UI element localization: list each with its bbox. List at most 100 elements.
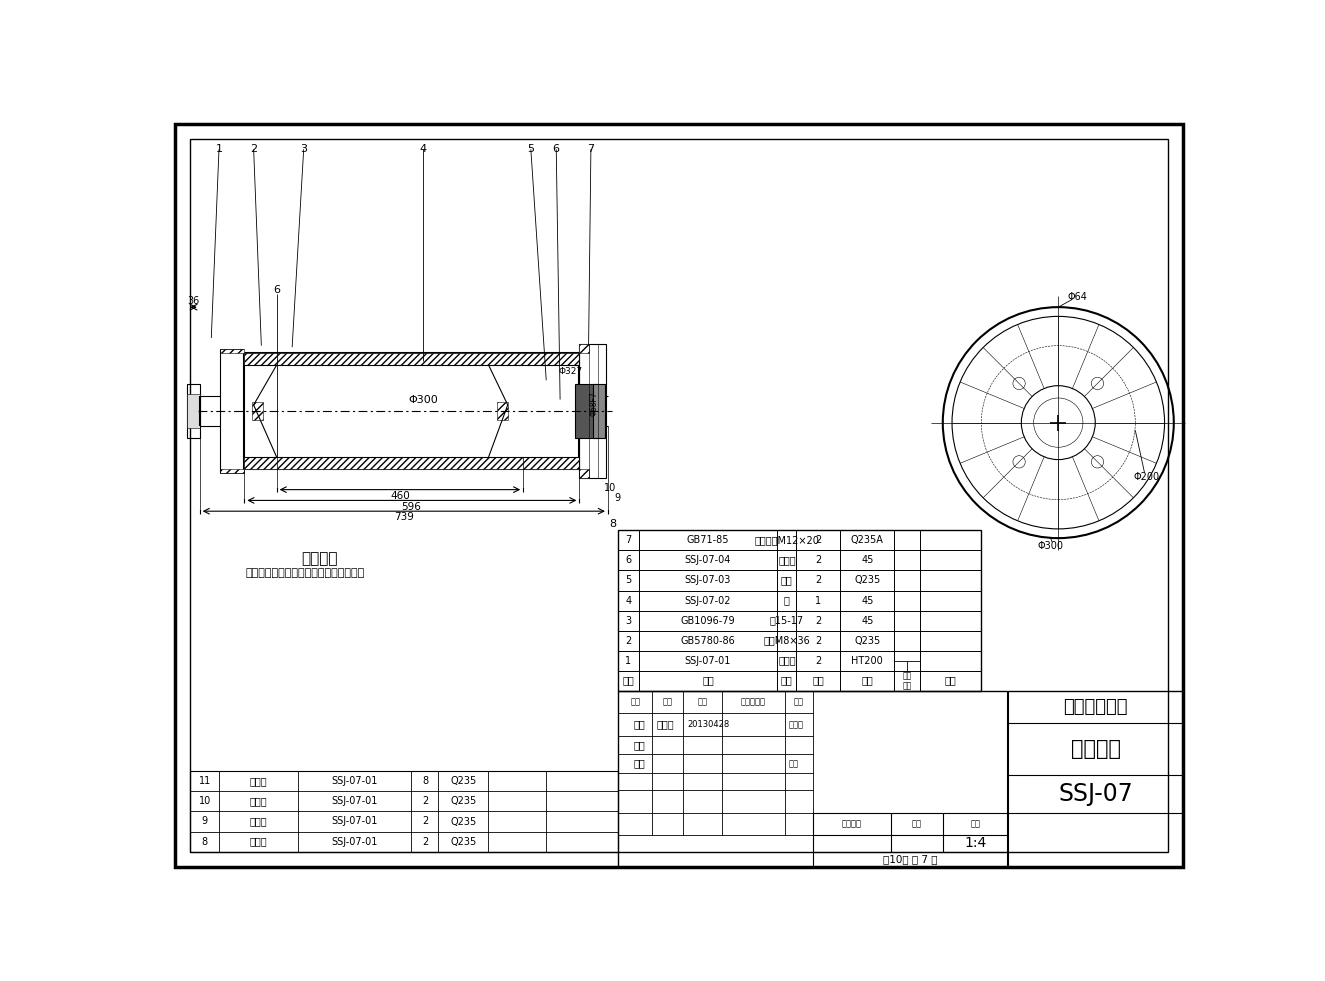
Bar (617, 531, 982, 691)
Text: 8: 8 (421, 776, 428, 787)
Text: Φ300: Φ300 (408, 394, 437, 404)
Text: 标准化: 标准化 (788, 720, 804, 729)
Text: Q235: Q235 (855, 636, 880, 645)
Text: HT200: HT200 (852, 655, 884, 665)
Circle shape (1012, 456, 1026, 468)
Text: 1: 1 (815, 595, 822, 605)
Text: 紧定螺钉M12×20: 紧定螺钉M12×20 (754, 536, 819, 545)
Text: 2: 2 (250, 144, 257, 154)
Text: 名称: 名称 (780, 676, 792, 686)
Text: 改向滚筒: 改向滚筒 (1071, 739, 1121, 758)
Text: SSJ-07-02: SSJ-07-02 (685, 595, 731, 605)
Bar (579, 344, 607, 478)
Text: Q235: Q235 (451, 776, 477, 787)
Text: Φ68F7: Φ68F7 (590, 391, 599, 416)
Text: Q235: Q235 (855, 576, 880, 586)
Circle shape (1012, 378, 1026, 389)
Bar (244, 353, 579, 365)
Text: 11: 11 (199, 776, 211, 787)
Text: 2: 2 (815, 536, 822, 545)
Text: 36: 36 (187, 296, 200, 306)
Text: 6: 6 (553, 144, 559, 154)
Text: 名称: 名称 (945, 676, 957, 686)
Text: 审核: 审核 (633, 740, 645, 749)
Bar (244, 457, 579, 469)
Text: 596: 596 (401, 501, 421, 511)
Text: 阶段标记: 阶段标记 (841, 819, 863, 828)
Text: 更改文件号: 更改文件号 (741, 697, 766, 706)
Text: 加强箋: 加强箋 (250, 776, 268, 787)
Text: 支撑板: 支撑板 (250, 797, 268, 806)
Text: GB5780-86: GB5780-86 (681, 636, 735, 645)
Text: 处数: 处数 (662, 697, 673, 706)
Text: 460: 460 (390, 490, 409, 500)
Text: 1: 1 (625, 655, 631, 665)
Text: 2: 2 (815, 636, 822, 645)
Text: 4: 4 (420, 144, 427, 154)
Bar (594, 385, 604, 439)
Bar (617, 691, 1183, 867)
Text: Φ200: Φ200 (1134, 472, 1159, 482)
Bar (187, 385, 200, 439)
Text: 锤15-17: 锤15-17 (770, 615, 804, 626)
Text: 设计: 设计 (633, 719, 645, 730)
Text: 2: 2 (421, 816, 428, 827)
Bar (220, 349, 244, 353)
Text: Q235: Q235 (451, 816, 477, 827)
Text: 代号: 代号 (702, 676, 714, 686)
Text: 2: 2 (815, 615, 822, 626)
Text: SSJ-07-04: SSJ-07-04 (685, 555, 731, 565)
Text: Q235A: Q235A (851, 536, 884, 545)
Text: 内通盖: 内通盖 (250, 816, 268, 827)
Text: 2: 2 (421, 837, 428, 847)
Bar (575, 385, 598, 439)
Circle shape (1092, 378, 1104, 389)
Text: 4: 4 (625, 595, 631, 605)
Text: 20130428: 20130428 (688, 720, 729, 729)
Text: 5: 5 (527, 144, 534, 154)
Text: SSJ-07-01: SSJ-07-01 (331, 797, 378, 806)
Text: SSJ-07-01: SSJ-07-01 (331, 776, 378, 787)
Text: 共10张 第 7 张: 共10张 第 7 张 (884, 854, 938, 864)
Text: 3: 3 (301, 144, 307, 154)
Bar (244, 353, 579, 469)
Text: 7: 7 (625, 536, 632, 545)
Bar (191, 771, 617, 852)
Circle shape (1092, 456, 1104, 468)
Text: 外通盖: 外通盖 (250, 837, 268, 847)
Text: Φ64: Φ64 (1068, 292, 1088, 302)
Text: 轴: 轴 (784, 595, 790, 605)
Text: 2: 2 (421, 797, 428, 806)
Circle shape (1022, 386, 1096, 460)
Text: 6: 6 (625, 555, 631, 565)
Text: 8: 8 (201, 837, 208, 847)
Text: 6: 6 (273, 285, 280, 295)
Text: 739: 739 (394, 512, 413, 522)
Text: 比例: 比例 (970, 819, 980, 828)
Text: 序号: 序号 (623, 676, 635, 686)
Text: SSJ-07-01: SSJ-07-01 (331, 816, 378, 827)
Text: SSJ-07-01: SSJ-07-01 (331, 837, 378, 847)
Text: 装配时在轴承前后及密封槽内加润滑油。: 装配时在轴承前后及密封槽内加润滑油。 (246, 568, 366, 578)
Text: 邓秀阳: 邓秀阳 (656, 719, 674, 730)
Bar (187, 394, 200, 428)
Text: 10: 10 (604, 483, 616, 493)
Text: 45: 45 (861, 555, 873, 565)
Text: 45: 45 (861, 595, 873, 605)
Bar (579, 344, 588, 353)
Text: 9: 9 (201, 816, 208, 827)
Text: SSJ-07-03: SSJ-07-03 (685, 576, 731, 586)
Bar (220, 469, 244, 473)
Text: 分区: 分区 (697, 697, 708, 706)
Text: 10: 10 (199, 797, 211, 806)
Text: 单件: 单件 (902, 671, 912, 680)
Text: 签名: 签名 (794, 697, 804, 706)
Text: 2: 2 (815, 655, 822, 665)
Text: 总计: 总计 (902, 681, 912, 690)
Text: 筒套: 筒套 (780, 576, 792, 586)
Text: 批准: 批准 (788, 759, 799, 768)
Text: 1: 1 (216, 144, 223, 154)
Text: 工艺: 工艺 (633, 758, 645, 768)
Text: Φ300: Φ300 (1037, 541, 1064, 551)
Text: 螺钉M8×36: 螺钉M8×36 (763, 636, 810, 645)
